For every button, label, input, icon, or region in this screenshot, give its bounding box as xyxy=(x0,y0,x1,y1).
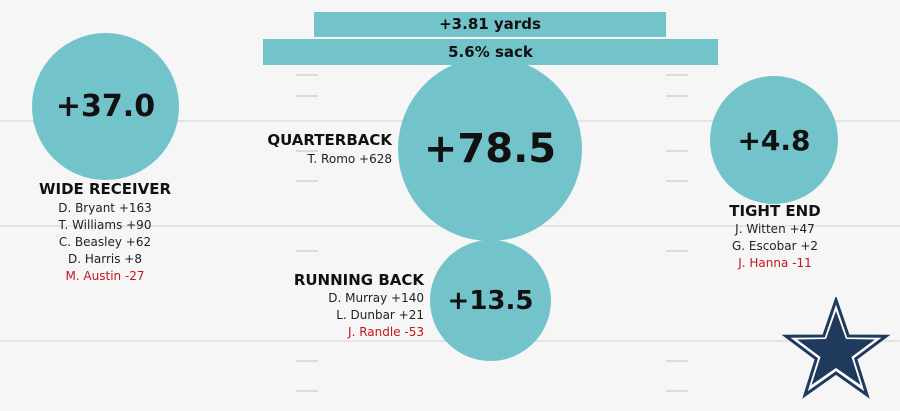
quarterback-value: +78.5 xyxy=(423,126,557,172)
hash-mark xyxy=(296,360,318,362)
hash-mark xyxy=(666,150,688,152)
hash-mark xyxy=(666,390,688,392)
tight-end-player: J. Witten +47 xyxy=(735,222,815,236)
tight-end-value: +4.8 xyxy=(737,123,811,157)
running-back-player: D. Murray +140 xyxy=(328,291,424,305)
wide-receiver-player: D. Bryant +163 xyxy=(58,201,152,215)
hash-mark xyxy=(296,390,318,392)
hash-mark xyxy=(296,74,318,76)
wide-receiver-player: C. Beasley +62 xyxy=(58,235,152,249)
hash-mark xyxy=(666,74,688,76)
wide-receiver-player: D. Harris +8 xyxy=(68,252,142,266)
hash-mark xyxy=(296,180,318,182)
running-back-value: +13.5 xyxy=(447,285,534,316)
hash-mark xyxy=(666,360,688,362)
wide-receiver-player: M. Austin -27 xyxy=(65,269,145,283)
hash-mark xyxy=(296,95,318,97)
hash-mark xyxy=(296,250,318,252)
hash-mark xyxy=(666,250,688,252)
hash-mark xyxy=(296,150,318,152)
quarterback-player: T. Romo +628 xyxy=(307,152,392,166)
star-icon xyxy=(781,297,891,399)
yards-bar: +3.81 yards xyxy=(314,12,666,37)
running-back-bubble: +13.5 xyxy=(430,240,551,361)
hash-mark xyxy=(666,95,688,97)
running-back-player: J. Randle -53 xyxy=(348,325,424,339)
tight-end-player: J. Hanna -11 xyxy=(738,256,812,270)
tight-end-title: TIGHT END xyxy=(729,202,821,220)
quarterback-title: QUARTERBACK xyxy=(267,131,392,149)
wide-receiver-title: WIDE RECEIVER xyxy=(38,180,172,198)
quarterback-bubble: +78.5 xyxy=(398,57,582,241)
running-back-player: L. Dunbar +21 xyxy=(336,308,424,322)
wide-receiver-bubble: +37.0 xyxy=(32,33,179,180)
running-back-title: RUNNING BACK xyxy=(293,271,424,289)
wide-receiver-player: T. Williams +90 xyxy=(58,218,152,232)
wide-receiver-value: +37.0 xyxy=(55,89,156,124)
tight-end-bubble: +4.8 xyxy=(710,76,838,204)
hash-mark xyxy=(666,180,688,182)
tight-end-player: G. Escobar +2 xyxy=(731,239,819,253)
